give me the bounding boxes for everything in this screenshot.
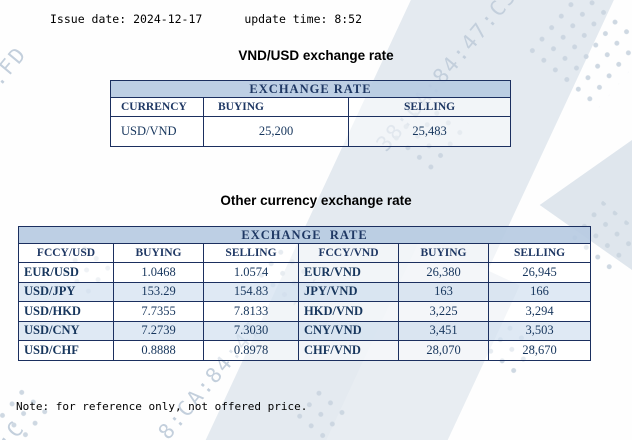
selling-rate: 26,945 <box>487 262 592 283</box>
other-currency-rate-table: EXCHANGE RATE FCCY/USD BUYING SELLING FC… <box>17 226 592 361</box>
selling-rate: 28,670 <box>487 340 592 361</box>
table-row: USD/JPY 153.29 154.83 JPY/VND 163 166 <box>18 281 592 302</box>
table-row: USD/CHF 0.8888 0.8978 CHF/VND 28,070 28,… <box>18 340 592 361</box>
table2-col-fccy-vnd: FCCY/VND <box>298 243 399 263</box>
issue-date-text: Issue date: 2024-12-17 <box>50 12 203 26</box>
table1-header-row: CURRENCY BUYING SELLING <box>110 97 512 117</box>
watermark-band <box>156 0 604 440</box>
currency-pair: EUR/VND <box>298 262 399 283</box>
buying-rate: 7.7355 <box>113 301 204 322</box>
buying-rate: 25,200 <box>203 116 349 147</box>
currency-pair: USD/VND <box>110 116 204 147</box>
buying-rate: 3,451 <box>398 320 489 341</box>
update-time-text: update time: 8:52 <box>244 12 363 26</box>
currency-pair: USD/JPY <box>18 281 114 302</box>
selling-rate: 3,294 <box>487 301 592 322</box>
section1-title: VND/USD exchange rate <box>238 48 394 63</box>
selling-rate: 1.0574 <box>203 262 299 283</box>
table2-col-buying-vnd: BUYING <box>398 243 489 263</box>
currency-pair: JPY/VND <box>298 281 399 302</box>
selling-rate: 7.8133 <box>203 301 299 322</box>
buying-rate: 7.2739 <box>113 320 204 341</box>
currency-pair: USD/HKD <box>18 301 114 322</box>
table-row: USD/VND 25,200 25,483 <box>110 116 512 147</box>
usd-vnd-rate-table: EXCHANGE RATE CURRENCY BUYING SELLING US… <box>109 80 512 147</box>
table-row: EUR/USD 1.0468 1.0574 EUR/VND 26,380 26,… <box>18 262 592 283</box>
table-row: USD/HKD 7.7355 7.8133 HKD/VND 3,225 3,29… <box>18 301 592 322</box>
footnote: Note: for reference only, not offered pr… <box>16 400 308 413</box>
selling-rate: 7.3030 <box>203 320 299 341</box>
buying-rate: 1.0468 <box>113 262 204 283</box>
selling-rate: 3,503 <box>487 320 592 341</box>
currency-pair: USD/CNY <box>18 320 114 341</box>
table2-col-buying-usd: BUYING <box>113 243 204 263</box>
buying-rate: 153.29 <box>113 281 204 302</box>
buying-rate: 163 <box>398 281 489 302</box>
table1-banner-row: EXCHANGE RATE <box>109 80 512 98</box>
currency-pair: USD/CHF <box>18 340 114 361</box>
selling-rate: 0.8978 <box>203 340 299 361</box>
selling-rate: 25,483 <box>347 116 512 147</box>
table2-header-row: FCCY/USD BUYING SELLING FCCY/VND BUYING … <box>18 243 592 263</box>
table2-col-selling-vnd: SELLING <box>487 243 592 263</box>
currency-pair: CNY/VND <box>298 320 399 341</box>
currency-pair: CHF/VND <box>298 340 399 361</box>
table-row: USD/CNY 7.2739 7.3030 CNY/VND 3,451 3,50… <box>18 320 592 341</box>
table1-col-buying: BUYING <box>203 97 349 117</box>
table2-banner-row: EXCHANGE RATE <box>17 226 592 244</box>
buying-rate: 0.8888 <box>113 340 204 361</box>
buying-rate: 26,380 <box>398 262 489 283</box>
selling-rate: 154.83 <box>203 281 299 302</box>
currency-pair: EUR/USD <box>18 262 114 283</box>
buying-rate: 3,225 <box>398 301 489 322</box>
table2-banner: EXCHANGE RATE <box>17 226 592 244</box>
table1-col-selling: SELLING <box>347 97 512 117</box>
selling-rate: 166 <box>487 281 592 302</box>
table2-col-selling-usd: SELLING <box>203 243 299 263</box>
buying-rate: 28,070 <box>398 340 489 361</box>
section2-title: Other currency exchange rate <box>220 193 412 208</box>
meta-row: Issue date: 2024-12-17 update time: 8:52 <box>50 12 362 26</box>
table2-col-fccy-usd: FCCY/USD <box>18 243 114 263</box>
watermark-text: 38:C <box>0 416 30 440</box>
table1-col-currency: CURRENCY <box>110 97 204 117</box>
table1-banner: EXCHANGE RATE <box>109 80 512 98</box>
currency-pair: HKD/VND <box>298 301 399 322</box>
